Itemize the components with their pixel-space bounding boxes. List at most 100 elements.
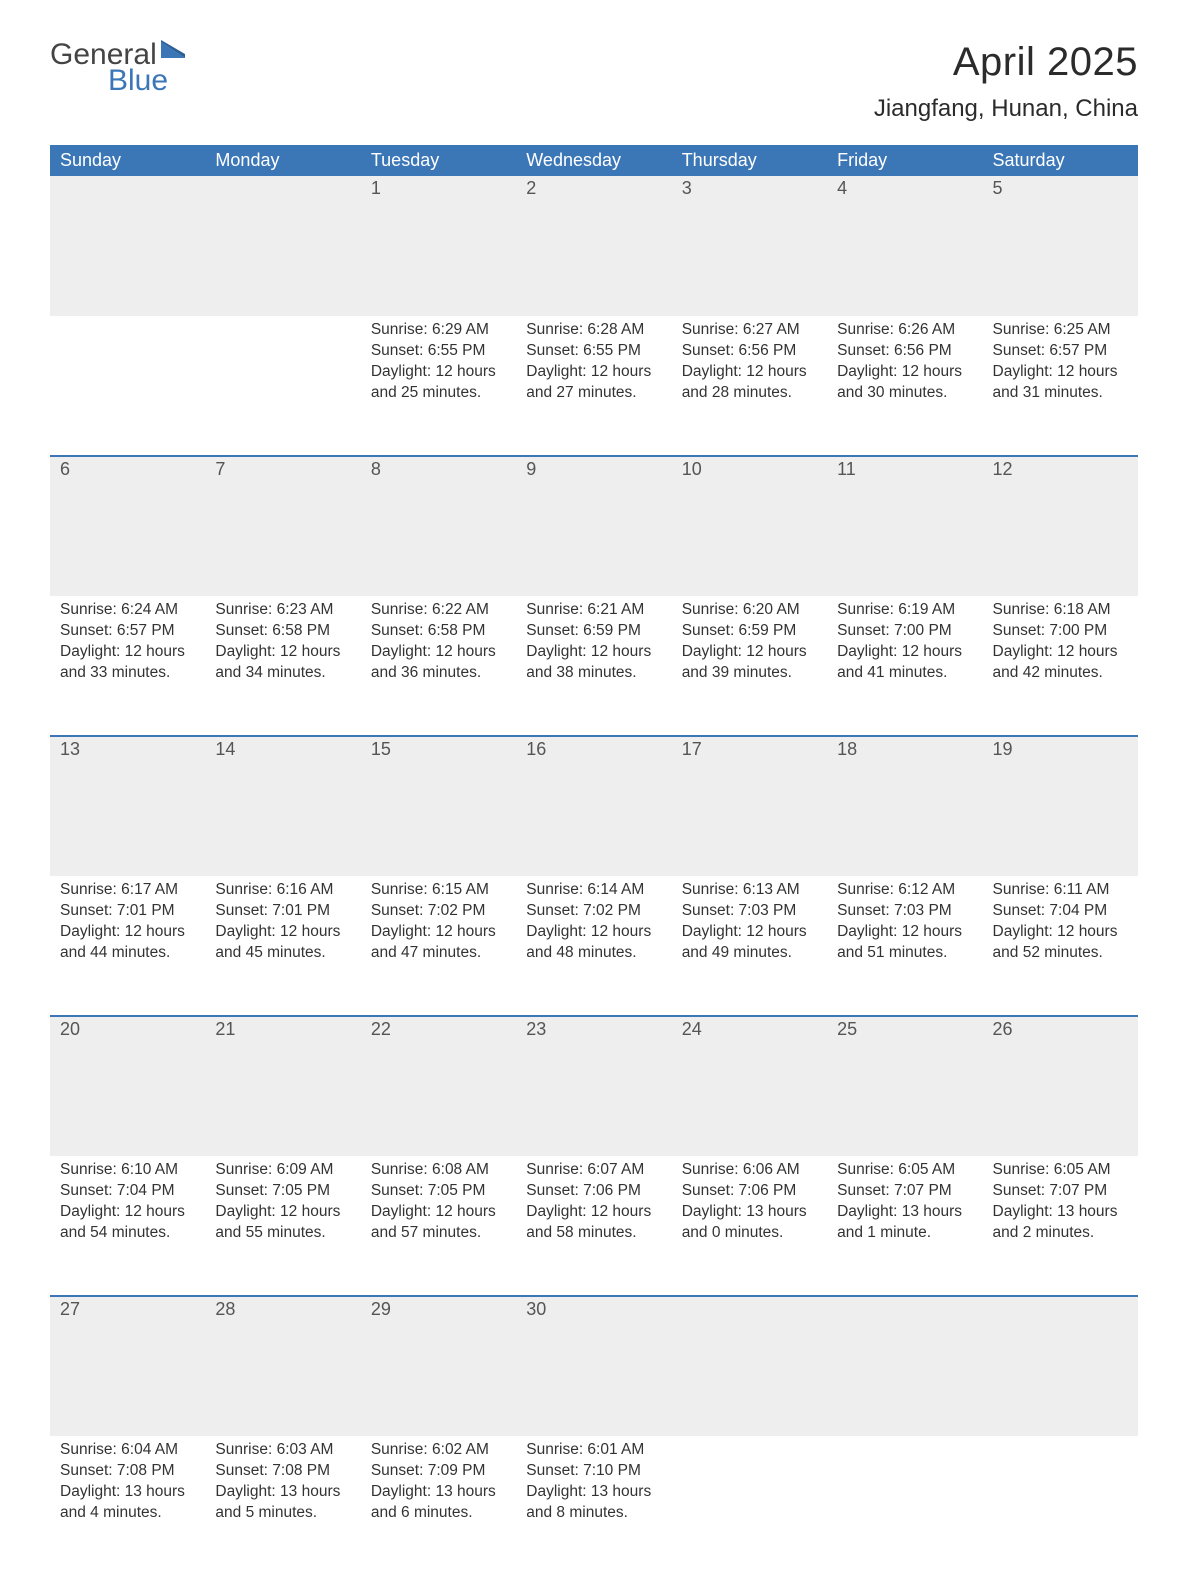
day-number: 11 bbox=[827, 457, 982, 482]
day-body: Sunrise: 6:09 AMSunset: 7:05 PMDaylight:… bbox=[205, 1156, 360, 1262]
day-number: 20 bbox=[50, 1017, 205, 1042]
day-body: Sunrise: 6:15 AMSunset: 7:02 PMDaylight:… bbox=[361, 876, 516, 982]
daylight-text: Daylight: 13 hours and 0 minutes. bbox=[682, 1202, 817, 1244]
sunrise-text: Sunrise: 6:28 AM bbox=[526, 320, 661, 341]
weekday-header: Friday bbox=[827, 145, 982, 176]
day-cell: Sunrise: 6:07 AMSunset: 7:06 PMDaylight:… bbox=[516, 1156, 671, 1296]
day-cell: Sunrise: 6:27 AMSunset: 6:56 PMDaylight:… bbox=[672, 316, 827, 456]
day-cell: Sunrise: 6:06 AMSunset: 7:06 PMDaylight:… bbox=[672, 1156, 827, 1296]
day-number-cell: 6 bbox=[50, 456, 205, 596]
sunrise-text: Sunrise: 6:27 AM bbox=[682, 320, 817, 341]
daylight-text: Daylight: 13 hours and 4 minutes. bbox=[60, 1482, 195, 1524]
sunset-text: Sunset: 7:09 PM bbox=[371, 1461, 506, 1482]
day-cell: Sunrise: 6:16 AMSunset: 7:01 PMDaylight:… bbox=[205, 876, 360, 1016]
day-body: Sunrise: 6:24 AMSunset: 6:57 PMDaylight:… bbox=[50, 596, 205, 702]
daylight-text: Daylight: 13 hours and 8 minutes. bbox=[526, 1482, 661, 1524]
daylight-text: Daylight: 13 hours and 5 minutes. bbox=[215, 1482, 350, 1524]
sunrise-text: Sunrise: 6:24 AM bbox=[60, 600, 195, 621]
day-body: Sunrise: 6:11 AMSunset: 7:04 PMDaylight:… bbox=[983, 876, 1138, 982]
title-block: April 2025 Jiangfang, Hunan, China bbox=[874, 40, 1138, 137]
day-number: 24 bbox=[672, 1017, 827, 1042]
sunrise-text: Sunrise: 6:05 AM bbox=[993, 1160, 1128, 1181]
day-number: 21 bbox=[205, 1017, 360, 1042]
sunset-text: Sunset: 6:55 PM bbox=[371, 341, 506, 362]
daylight-text: Daylight: 12 hours and 55 minutes. bbox=[215, 1202, 350, 1244]
day-cell: Sunrise: 6:14 AMSunset: 7:02 PMDaylight:… bbox=[516, 876, 671, 1016]
day-number-cell: 15 bbox=[361, 736, 516, 876]
day-body: Sunrise: 6:06 AMSunset: 7:06 PMDaylight:… bbox=[672, 1156, 827, 1262]
day-number bbox=[50, 176, 205, 180]
day-body: Sunrise: 6:13 AMSunset: 7:03 PMDaylight:… bbox=[672, 876, 827, 982]
day-number-cell: 18 bbox=[827, 736, 982, 876]
daylight-text: Daylight: 12 hours and 58 minutes. bbox=[526, 1202, 661, 1244]
day-number-cell: 25 bbox=[827, 1016, 982, 1156]
weekday-header: Sunday bbox=[50, 145, 205, 176]
sunset-text: Sunset: 7:06 PM bbox=[526, 1181, 661, 1202]
day-cell bbox=[672, 1436, 827, 1576]
daylight-text: Daylight: 12 hours and 34 minutes. bbox=[215, 642, 350, 684]
sunrise-text: Sunrise: 6:12 AM bbox=[837, 880, 972, 901]
day-number-cell: 29 bbox=[361, 1296, 516, 1436]
daylight-text: Daylight: 12 hours and 41 minutes. bbox=[837, 642, 972, 684]
day-number: 6 bbox=[50, 457, 205, 482]
sunrise-text: Sunrise: 6:11 AM bbox=[993, 880, 1128, 901]
daylight-text: Daylight: 12 hours and 45 minutes. bbox=[215, 922, 350, 964]
day-body: Sunrise: 6:25 AMSunset: 6:57 PMDaylight:… bbox=[983, 316, 1138, 422]
day-cell: Sunrise: 6:03 AMSunset: 7:08 PMDaylight:… bbox=[205, 1436, 360, 1576]
sunrise-text: Sunrise: 6:13 AM bbox=[682, 880, 817, 901]
day-cell: Sunrise: 6:17 AMSunset: 7:01 PMDaylight:… bbox=[50, 876, 205, 1016]
week-row: Sunrise: 6:29 AMSunset: 6:55 PMDaylight:… bbox=[50, 316, 1138, 456]
day-cell: Sunrise: 6:11 AMSunset: 7:04 PMDaylight:… bbox=[983, 876, 1138, 1016]
day-number-cell: 12 bbox=[983, 456, 1138, 596]
day-number-cell: 7 bbox=[205, 456, 360, 596]
week-row: Sunrise: 6:10 AMSunset: 7:04 PMDaylight:… bbox=[50, 1156, 1138, 1296]
day-cell: Sunrise: 6:24 AMSunset: 6:57 PMDaylight:… bbox=[50, 596, 205, 736]
day-body: Sunrise: 6:26 AMSunset: 6:56 PMDaylight:… bbox=[827, 316, 982, 422]
day-body: Sunrise: 6:05 AMSunset: 7:07 PMDaylight:… bbox=[827, 1156, 982, 1262]
day-cell: Sunrise: 6:22 AMSunset: 6:58 PMDaylight:… bbox=[361, 596, 516, 736]
day-body: Sunrise: 6:05 AMSunset: 7:07 PMDaylight:… bbox=[983, 1156, 1138, 1262]
weekday-header: Tuesday bbox=[361, 145, 516, 176]
day-body: Sunrise: 6:12 AMSunset: 7:03 PMDaylight:… bbox=[827, 876, 982, 982]
sunset-text: Sunset: 7:10 PM bbox=[526, 1461, 661, 1482]
daylight-text: Daylight: 12 hours and 42 minutes. bbox=[993, 642, 1128, 684]
sunrise-text: Sunrise: 6:07 AM bbox=[526, 1160, 661, 1181]
day-body: Sunrise: 6:28 AMSunset: 6:55 PMDaylight:… bbox=[516, 316, 671, 422]
sunrise-text: Sunrise: 6:22 AM bbox=[371, 600, 506, 621]
day-number-cell: 24 bbox=[672, 1016, 827, 1156]
day-number-cell bbox=[50, 176, 205, 316]
daylight-text: Daylight: 12 hours and 52 minutes. bbox=[993, 922, 1128, 964]
daylight-text: Daylight: 12 hours and 25 minutes. bbox=[371, 362, 506, 404]
day-number-cell: 9 bbox=[516, 456, 671, 596]
day-number-cell: 16 bbox=[516, 736, 671, 876]
sunrise-text: Sunrise: 6:16 AM bbox=[215, 880, 350, 901]
day-number: 8 bbox=[361, 457, 516, 482]
day-body: Sunrise: 6:03 AMSunset: 7:08 PMDaylight:… bbox=[205, 1436, 360, 1542]
daynum-row: 13141516171819 bbox=[50, 736, 1138, 876]
day-body bbox=[983, 1436, 1138, 1458]
day-number: 4 bbox=[827, 176, 982, 201]
daylight-text: Daylight: 12 hours and 31 minutes. bbox=[993, 362, 1128, 404]
day-number-cell: 26 bbox=[983, 1016, 1138, 1156]
sunset-text: Sunset: 7:07 PM bbox=[993, 1181, 1128, 1202]
sunset-text: Sunset: 6:56 PM bbox=[682, 341, 817, 362]
sunset-text: Sunset: 6:58 PM bbox=[215, 621, 350, 642]
daylight-text: Daylight: 12 hours and 57 minutes. bbox=[371, 1202, 506, 1244]
day-number: 22 bbox=[361, 1017, 516, 1042]
day-number: 16 bbox=[516, 737, 671, 762]
sunset-text: Sunset: 7:00 PM bbox=[837, 621, 972, 642]
daylight-text: Daylight: 13 hours and 2 minutes. bbox=[993, 1202, 1128, 1244]
day-number bbox=[672, 1297, 827, 1301]
sunset-text: Sunset: 7:02 PM bbox=[371, 901, 506, 922]
weekday-header-row: Sunday Monday Tuesday Wednesday Thursday… bbox=[50, 145, 1138, 176]
day-number bbox=[983, 1297, 1138, 1301]
day-body: Sunrise: 6:18 AMSunset: 7:00 PMDaylight:… bbox=[983, 596, 1138, 702]
day-cell: Sunrise: 6:28 AMSunset: 6:55 PMDaylight:… bbox=[516, 316, 671, 456]
daylight-text: Daylight: 12 hours and 27 minutes. bbox=[526, 362, 661, 404]
daylight-text: Daylight: 13 hours and 6 minutes. bbox=[371, 1482, 506, 1524]
daylight-text: Daylight: 12 hours and 48 minutes. bbox=[526, 922, 661, 964]
day-body: Sunrise: 6:23 AMSunset: 6:58 PMDaylight:… bbox=[205, 596, 360, 702]
weekday-header: Saturday bbox=[983, 145, 1138, 176]
day-number: 12 bbox=[983, 457, 1138, 482]
day-cell: Sunrise: 6:21 AMSunset: 6:59 PMDaylight:… bbox=[516, 596, 671, 736]
